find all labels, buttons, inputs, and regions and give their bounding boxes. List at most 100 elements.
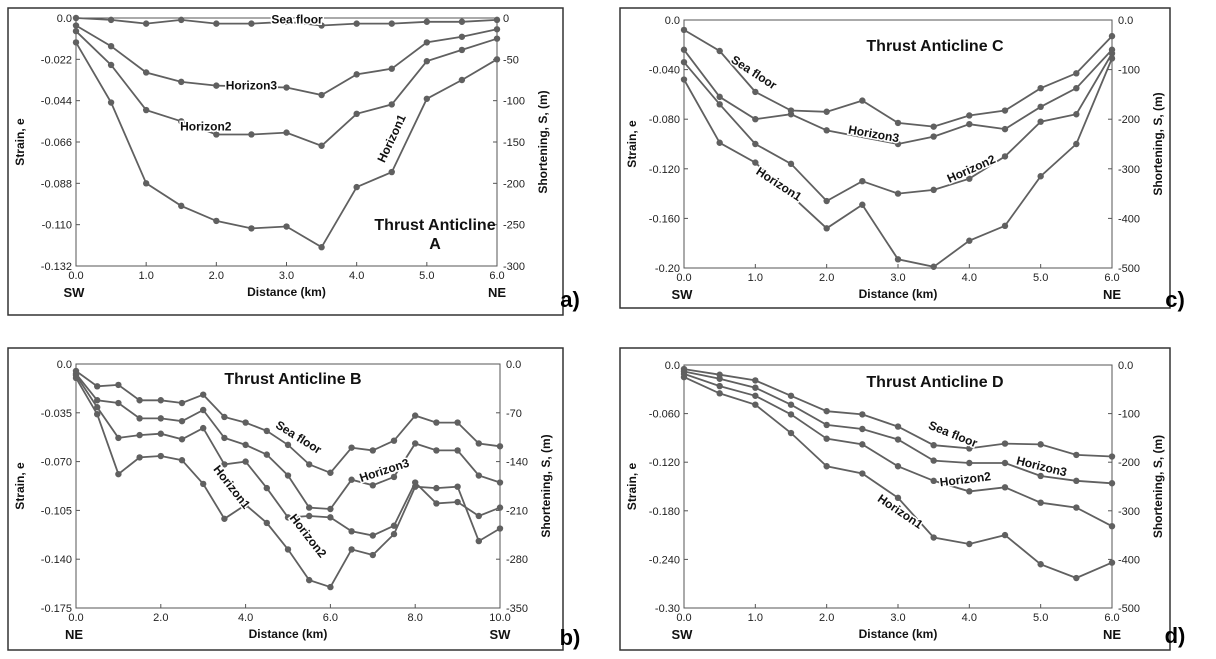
x-tick-label: 3.0 — [890, 272, 905, 284]
x-tick-label: 10.0 — [489, 612, 510, 624]
data-point — [787, 160, 795, 168]
data-point — [306, 576, 313, 584]
data-point — [966, 488, 973, 495]
data-point — [242, 501, 249, 509]
right-direction-label: SW — [490, 627, 512, 642]
chart-panel-d: 0.0 1.0 2.0 3.0 4.0 5.0 6.0 0.0 -0.060 -0.120 -0.1… — [619, 347, 1186, 651]
data-point — [284, 472, 292, 479]
data-point — [859, 97, 866, 104]
x-axis-label: Distance (km) — [247, 285, 326, 299]
series-annotation: Horizon3 — [226, 78, 278, 92]
y2-axis-label: Shortening, S, (m) — [536, 90, 550, 193]
data-point — [930, 186, 937, 194]
chart-title-line: A — [429, 236, 441, 253]
y2-tick-label: -400 — [1118, 213, 1140, 225]
x-tick-label: 2.0 — [819, 612, 834, 624]
data-point — [1108, 50, 1116, 57]
data-point — [859, 201, 866, 208]
y-tick-label: -0.160 — [649, 213, 680, 225]
series-horizon3 — [72, 22, 501, 99]
data-point — [142, 69, 150, 76]
x-tick-label: 3.0 — [890, 612, 905, 624]
x-tick-label: 5.0 — [419, 270, 434, 282]
y2-tick-label: 0.0 — [506, 359, 521, 371]
data-point — [306, 461, 313, 468]
data-point — [284, 546, 292, 553]
data-point — [221, 515, 228, 522]
data-point — [213, 217, 220, 225]
data-point — [213, 131, 220, 138]
y-tick-label: -0.240 — [649, 554, 680, 566]
y-tick-label: -0.040 — [649, 65, 680, 77]
data-point — [894, 463, 902, 470]
y2-tick-label: 0.0 — [1118, 15, 1133, 27]
y2-tick-label: -200 — [1118, 114, 1140, 126]
data-point — [178, 202, 185, 210]
data-point — [716, 382, 723, 390]
data-point — [1108, 453, 1116, 460]
data-point — [966, 120, 973, 128]
data-point — [221, 434, 228, 442]
data-point — [423, 58, 431, 65]
data-point — [94, 404, 101, 411]
data-point — [221, 461, 228, 468]
x-tick-label: 1.0 — [748, 272, 763, 284]
data-point — [930, 123, 937, 130]
chart-panel-a: 0.0 1.0 2.0 3.0 4.0 5.0 6.0 0.0 -0.022 -0.044 -0.0… — [7, 7, 580, 316]
data-point — [930, 263, 937, 270]
y-tick-label: -0.175 — [41, 603, 72, 615]
data-point — [1001, 125, 1009, 133]
data-point — [142, 106, 150, 114]
y-tick-label: -0.022 — [41, 54, 72, 66]
y2-tick-label: -300 — [1118, 164, 1140, 176]
y2-tick-label: 0 — [503, 13, 509, 25]
y2-tick-label: -300 — [1118, 506, 1140, 518]
data-point — [318, 244, 325, 251]
data-point — [1001, 153, 1009, 160]
data-point — [178, 399, 186, 407]
data-point — [894, 436, 902, 443]
data-point — [94, 397, 101, 404]
data-point — [966, 445, 973, 452]
y2-tick-label: -140 — [506, 457, 528, 469]
series-horizon2 — [72, 371, 504, 539]
data-point — [263, 427, 270, 435]
data-point — [327, 505, 334, 513]
x-tick-label: 4.0 — [349, 270, 364, 282]
data-point — [1001, 531, 1009, 539]
data-point — [263, 451, 270, 458]
data-point — [369, 532, 376, 539]
data-point — [680, 373, 688, 381]
data-point — [752, 401, 759, 408]
y2-tick-label: -50 — [503, 54, 519, 66]
data-point — [475, 537, 482, 545]
data-point — [1073, 111, 1080, 118]
data-point — [369, 482, 376, 489]
data-point — [433, 447, 440, 454]
chart-title-line: Thrust Anticline — [374, 217, 495, 234]
chart-title-line: Thrust Anticline C — [866, 38, 1004, 55]
x-tick-label: 2.0 — [819, 272, 834, 284]
data-point — [1037, 103, 1044, 111]
data-point — [369, 551, 376, 559]
data-point — [493, 35, 501, 42]
data-point — [454, 419, 461, 426]
data-point — [716, 101, 723, 108]
data-point — [283, 223, 290, 230]
data-point — [157, 430, 164, 437]
y2-tick-label: -200 — [503, 178, 525, 190]
data-point — [1108, 55, 1116, 62]
right-direction-label: NE — [488, 285, 506, 300]
data-point — [475, 512, 482, 520]
data-point — [966, 237, 973, 244]
x-tick-label: 6.0 — [489, 270, 504, 282]
data-point — [1073, 70, 1080, 77]
y-axis-label: Strain, e — [13, 462, 27, 510]
data-point — [390, 530, 398, 538]
panel-label: d) — [1165, 623, 1186, 648]
data-point — [72, 22, 80, 29]
data-point — [1037, 173, 1044, 180]
data-point — [716, 139, 723, 146]
data-point — [1037, 85, 1044, 92]
data-point — [157, 397, 164, 404]
